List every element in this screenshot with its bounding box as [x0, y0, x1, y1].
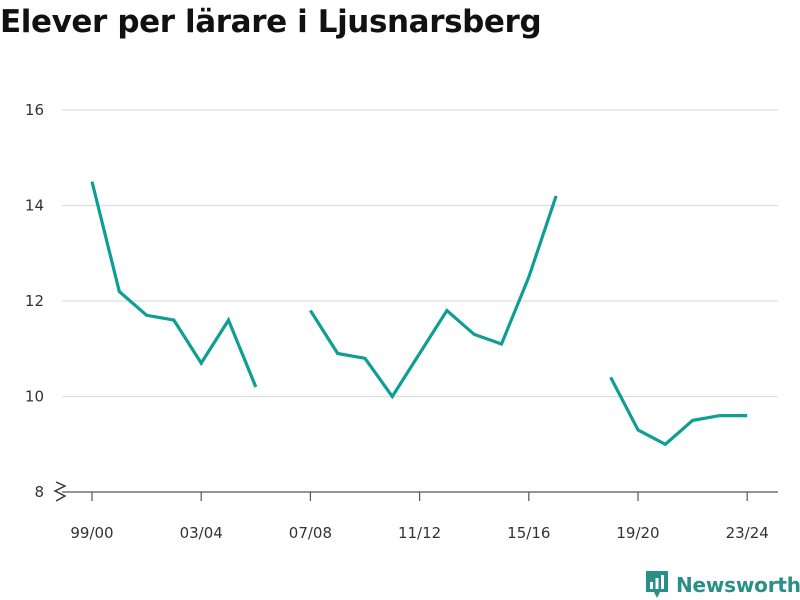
y-tick-label: 14 — [25, 197, 44, 215]
x-axis — [62, 491, 778, 501]
x-tick-label: 03/04 — [180, 524, 223, 542]
x-tick-label: 99/00 — [70, 524, 113, 542]
x-axis-labels: 99/00 03/04 07/08 11/12 15/16 19/20 23/24 — [70, 524, 768, 542]
brand-name: Newsworthy — [676, 573, 800, 597]
y-tick-label: 8 — [34, 483, 44, 501]
x-tick-label: 15/16 — [507, 524, 550, 542]
axis-break-icon — [53, 481, 67, 502]
y-axis-labels: 8 10 12 14 16 — [25, 101, 44, 501]
y-tick-label: 16 — [25, 101, 44, 119]
x-tick-label: 07/08 — [289, 524, 332, 542]
axis-break-zigzag — [53, 481, 67, 502]
series-line — [90, 181, 748, 447]
gridlines — [62, 109, 778, 398]
y-tick-label: 10 — [25, 388, 44, 406]
chart-title: Elever per lärare i Ljusnarsberg — [0, 4, 542, 40]
bar-chart-logo-icon — [646, 571, 668, 598]
x-tick-label: 19/20 — [616, 524, 659, 542]
x-tick-label: 11/12 — [398, 524, 441, 542]
x-tick-label: 23/24 — [726, 524, 769, 542]
series-lines — [90, 181, 748, 447]
y-tick-label: 12 — [25, 292, 44, 310]
newsworthy-logo: Newsworthy — [644, 570, 800, 600]
